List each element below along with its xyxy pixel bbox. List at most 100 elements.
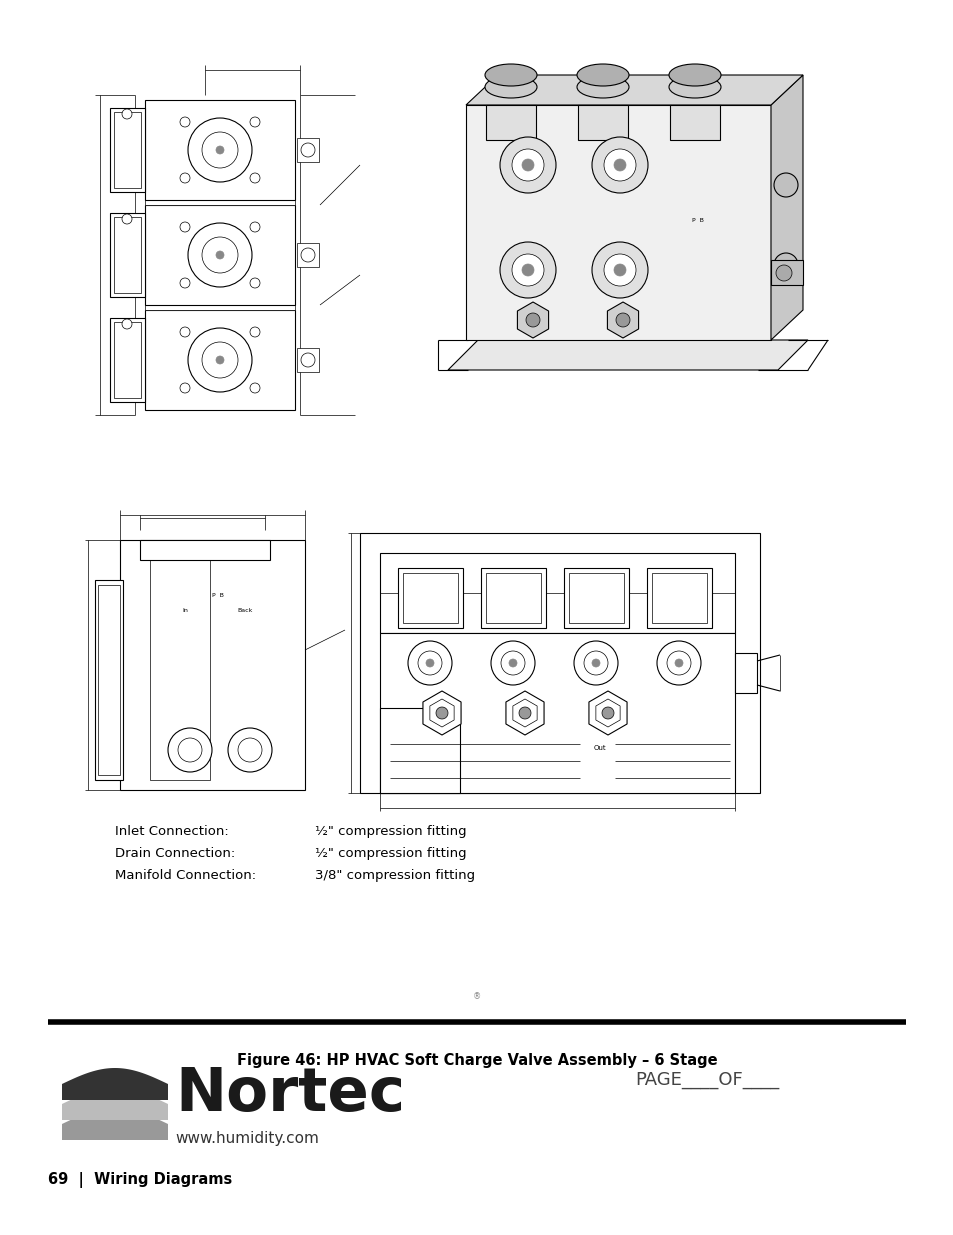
Circle shape — [122, 109, 132, 119]
Circle shape — [603, 254, 636, 287]
Bar — [120, 540, 305, 790]
Circle shape — [574, 641, 618, 685]
Circle shape — [180, 117, 190, 127]
Bar — [402, 573, 457, 622]
Circle shape — [657, 641, 700, 685]
Bar — [140, 540, 270, 559]
Polygon shape — [770, 75, 802, 340]
Circle shape — [250, 222, 260, 232]
Bar — [379, 553, 734, 634]
Circle shape — [202, 237, 237, 273]
Bar — [485, 105, 536, 140]
Circle shape — [188, 224, 252, 287]
Circle shape — [583, 651, 607, 676]
Polygon shape — [62, 1088, 168, 1120]
Bar — [578, 105, 627, 140]
Bar — [465, 105, 770, 340]
Circle shape — [215, 356, 224, 364]
Circle shape — [592, 242, 647, 298]
Text: In: In — [182, 608, 188, 613]
Bar — [145, 205, 294, 305]
Text: 69  |  Wiring Diagrams: 69 | Wiring Diagrams — [48, 1172, 232, 1188]
Text: P  B: P B — [212, 593, 224, 598]
Polygon shape — [62, 1108, 168, 1140]
Ellipse shape — [484, 77, 537, 98]
Circle shape — [417, 651, 441, 676]
Bar — [145, 310, 294, 410]
Text: Inlet Connection:: Inlet Connection: — [115, 825, 229, 839]
Circle shape — [301, 248, 314, 262]
Circle shape — [180, 222, 190, 232]
Circle shape — [499, 137, 556, 193]
Bar — [397, 568, 462, 629]
Circle shape — [773, 173, 797, 198]
Ellipse shape — [577, 77, 628, 98]
Text: Nortec: Nortec — [174, 1066, 405, 1125]
Circle shape — [180, 173, 190, 183]
Circle shape — [614, 159, 625, 170]
Bar — [110, 212, 145, 296]
Circle shape — [601, 706, 614, 719]
Bar — [150, 540, 210, 781]
Circle shape — [512, 254, 543, 287]
Circle shape — [518, 706, 531, 719]
Circle shape — [250, 117, 260, 127]
Polygon shape — [513, 699, 537, 727]
Circle shape — [521, 264, 534, 275]
Bar — [480, 568, 545, 629]
Circle shape — [408, 641, 452, 685]
Circle shape — [228, 727, 272, 772]
Polygon shape — [596, 699, 619, 727]
Bar — [379, 634, 734, 793]
Ellipse shape — [668, 77, 720, 98]
Bar — [145, 100, 294, 200]
Bar — [734, 653, 757, 693]
Circle shape — [188, 329, 252, 391]
Text: Figure 46: HP HVAC Soft Charge Valve Assembly – 6 Stage: Figure 46: HP HVAC Soft Charge Valve Ass… — [236, 1052, 717, 1067]
Text: Manifold Connection:: Manifold Connection: — [115, 869, 255, 882]
Text: ½" compression fitting: ½" compression fitting — [314, 847, 466, 860]
Bar — [359, 534, 760, 793]
Text: www.humidity.com: www.humidity.com — [174, 1130, 318, 1146]
Polygon shape — [448, 340, 807, 370]
Circle shape — [603, 149, 636, 182]
Circle shape — [180, 278, 190, 288]
Circle shape — [773, 253, 797, 277]
Polygon shape — [588, 692, 626, 735]
Bar — [113, 322, 141, 398]
Ellipse shape — [484, 64, 537, 86]
Circle shape — [592, 137, 647, 193]
Polygon shape — [517, 303, 548, 338]
Bar — [379, 708, 459, 793]
Bar — [145, 305, 294, 310]
Ellipse shape — [577, 64, 628, 86]
Circle shape — [500, 651, 524, 676]
Circle shape — [614, 264, 625, 275]
Polygon shape — [422, 692, 460, 735]
Text: Drain Connection:: Drain Connection: — [115, 847, 235, 860]
Circle shape — [250, 327, 260, 337]
Ellipse shape — [668, 64, 720, 86]
Bar — [568, 573, 623, 622]
Circle shape — [215, 251, 224, 259]
Bar — [113, 112, 141, 188]
Circle shape — [250, 383, 260, 393]
Circle shape — [521, 159, 534, 170]
Bar — [770, 261, 802, 285]
Circle shape — [122, 214, 132, 224]
Bar — [669, 105, 720, 140]
Text: ½" compression fitting: ½" compression fitting — [314, 825, 466, 839]
Bar — [485, 573, 540, 622]
Bar — [296, 138, 318, 162]
Polygon shape — [505, 692, 543, 735]
Circle shape — [202, 132, 237, 168]
Circle shape — [237, 739, 262, 762]
Bar — [296, 243, 318, 267]
Circle shape — [426, 659, 434, 667]
Circle shape — [592, 659, 599, 667]
Circle shape — [301, 143, 314, 157]
Bar — [563, 568, 628, 629]
Circle shape — [491, 641, 535, 685]
Circle shape — [180, 327, 190, 337]
Circle shape — [250, 278, 260, 288]
